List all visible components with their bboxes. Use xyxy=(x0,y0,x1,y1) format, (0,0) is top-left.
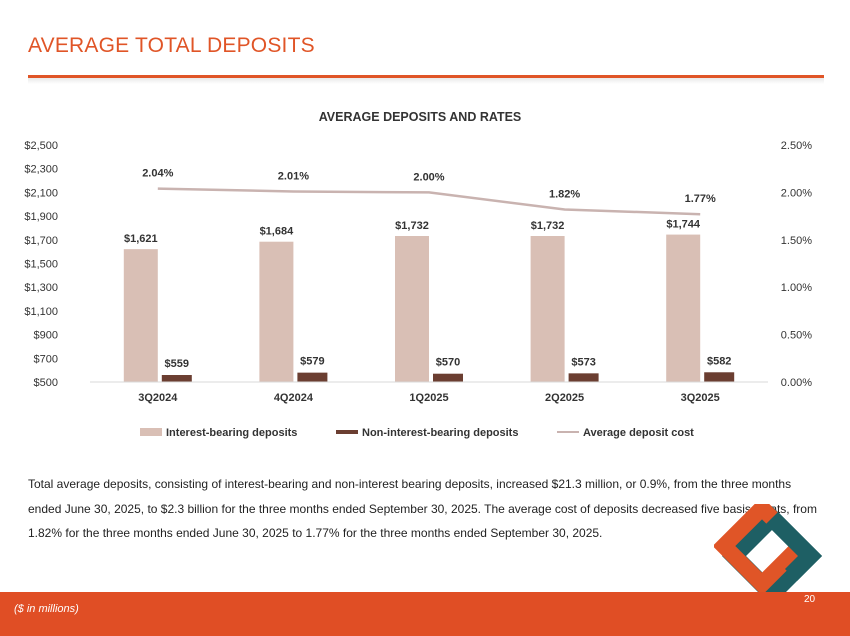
x-tick-label: 3Q2025 xyxy=(681,392,720,404)
deposits-chart: AVERAGE DEPOSITS AND RATES $2,500$2,300$… xyxy=(24,110,812,439)
bar-label-non-interest-bearing: $559 xyxy=(165,358,189,370)
bar-non-interest-bearing xyxy=(704,372,735,382)
page-number: 20 xyxy=(804,594,816,605)
y2-tick-label: 1.50% xyxy=(781,235,812,247)
y-tick-label: $500 xyxy=(34,377,58,389)
bar-non-interest-bearing xyxy=(433,373,463,382)
bar-label-non-interest-bearing: $573 xyxy=(571,356,595,368)
bar-label-interest-bearing: $1,732 xyxy=(395,220,429,232)
bar-label-interest-bearing: $1,744 xyxy=(666,219,701,231)
rate-label: 2.00% xyxy=(413,171,444,183)
bar-non-interest-bearing xyxy=(568,373,599,382)
bar-label-non-interest-bearing: $582 xyxy=(707,355,731,367)
bar-interest-bearing xyxy=(395,236,429,382)
legend-label-interest-bearing: Interest-bearing deposits xyxy=(166,427,297,439)
y-tick-label: $2,300 xyxy=(24,164,58,176)
x-tick-label: 1Q2025 xyxy=(409,392,448,404)
bar-interest-bearing xyxy=(666,234,701,382)
y-tick-label: $1,300 xyxy=(24,282,58,294)
page-title: AVERAGE TOTAL DEPOSITS xyxy=(28,34,315,57)
bar-label-interest-bearing: $1,621 xyxy=(124,233,158,245)
y-axis-right: 2.50% 2.00% 1.50% 1.00% 0.50% 0.00% xyxy=(781,140,812,389)
bar-label-interest-bearing: $1,732 xyxy=(531,220,565,232)
bar-non-interest-bearing xyxy=(297,372,328,382)
x-tick-label: 3Q2024 xyxy=(138,392,178,404)
footer-bar xyxy=(0,592,850,636)
legend-swatch-interest-bearing xyxy=(140,428,162,436)
y-axis-left: $2,500 $2,300 $2,100 $1,900 $1,700 $1,500 $1,3… xyxy=(24,140,58,389)
footer-note: ($ in millions) xyxy=(14,603,79,615)
bars: $1,621 $559 $1,684 $579 $1,732 $570 $1,732 $573… xyxy=(123,219,735,382)
y2-tick-label: 2.50% xyxy=(781,140,812,152)
legend-label-deposit-cost: Average deposit cost xyxy=(583,427,694,439)
x-tick-label: 2Q2025 xyxy=(545,392,584,404)
y2-tick-label: 0.00% xyxy=(781,377,812,389)
bar-interest-bearing xyxy=(123,249,158,382)
bar-interest-bearing xyxy=(259,241,294,382)
bar-label-non-interest-bearing: $579 xyxy=(300,356,324,368)
y-tick-label: $700 xyxy=(34,353,58,365)
rate-label: 2.01% xyxy=(278,170,309,182)
title-underline-shadow xyxy=(28,78,824,84)
y2-tick-label: 2.00% xyxy=(781,187,812,199)
rate-line: 2.04% 2.01% 2.00% 1.82% 1.77% xyxy=(142,168,716,216)
legend: Interest-bearing deposits Non-interest-be… xyxy=(140,427,694,439)
bar-label-non-interest-bearing: $570 xyxy=(436,357,460,369)
y-tick-label: $1,100 xyxy=(24,306,58,318)
summary-paragraph: Total average deposits, consisting of in… xyxy=(28,477,817,540)
y-tick-label: $1,900 xyxy=(24,211,58,223)
y2-tick-label: 1.00% xyxy=(781,282,812,294)
y-tick-label: $1,700 xyxy=(24,235,58,247)
y2-tick-label: 0.50% xyxy=(781,330,812,342)
bar-interest-bearing xyxy=(530,236,565,382)
legend-label-non-interest-bearing: Non-interest-bearing deposits xyxy=(362,427,518,439)
title-underline xyxy=(28,75,824,78)
rate-label: 1.82% xyxy=(549,188,580,200)
y-tick-label: $2,500 xyxy=(24,140,58,152)
y-tick-label: $1,500 xyxy=(24,259,58,271)
rate-label: 1.77% xyxy=(685,193,716,205)
bar-label-interest-bearing: $1,684 xyxy=(260,226,295,238)
rate-line-series xyxy=(157,187,701,216)
rate-label: 2.04% xyxy=(142,168,173,180)
x-axis: 3Q2024 4Q2024 1Q2025 2Q2025 3Q2025 xyxy=(90,381,768,404)
legend-swatch-non-interest-bearing xyxy=(336,430,358,434)
y-tick-label: $2,100 xyxy=(24,187,58,199)
chart-title: AVERAGE DEPOSITS AND RATES xyxy=(319,110,522,124)
y-tick-label: $900 xyxy=(34,330,58,342)
x-tick-label: 4Q2024 xyxy=(274,392,314,404)
bar-non-interest-bearing xyxy=(161,375,192,382)
